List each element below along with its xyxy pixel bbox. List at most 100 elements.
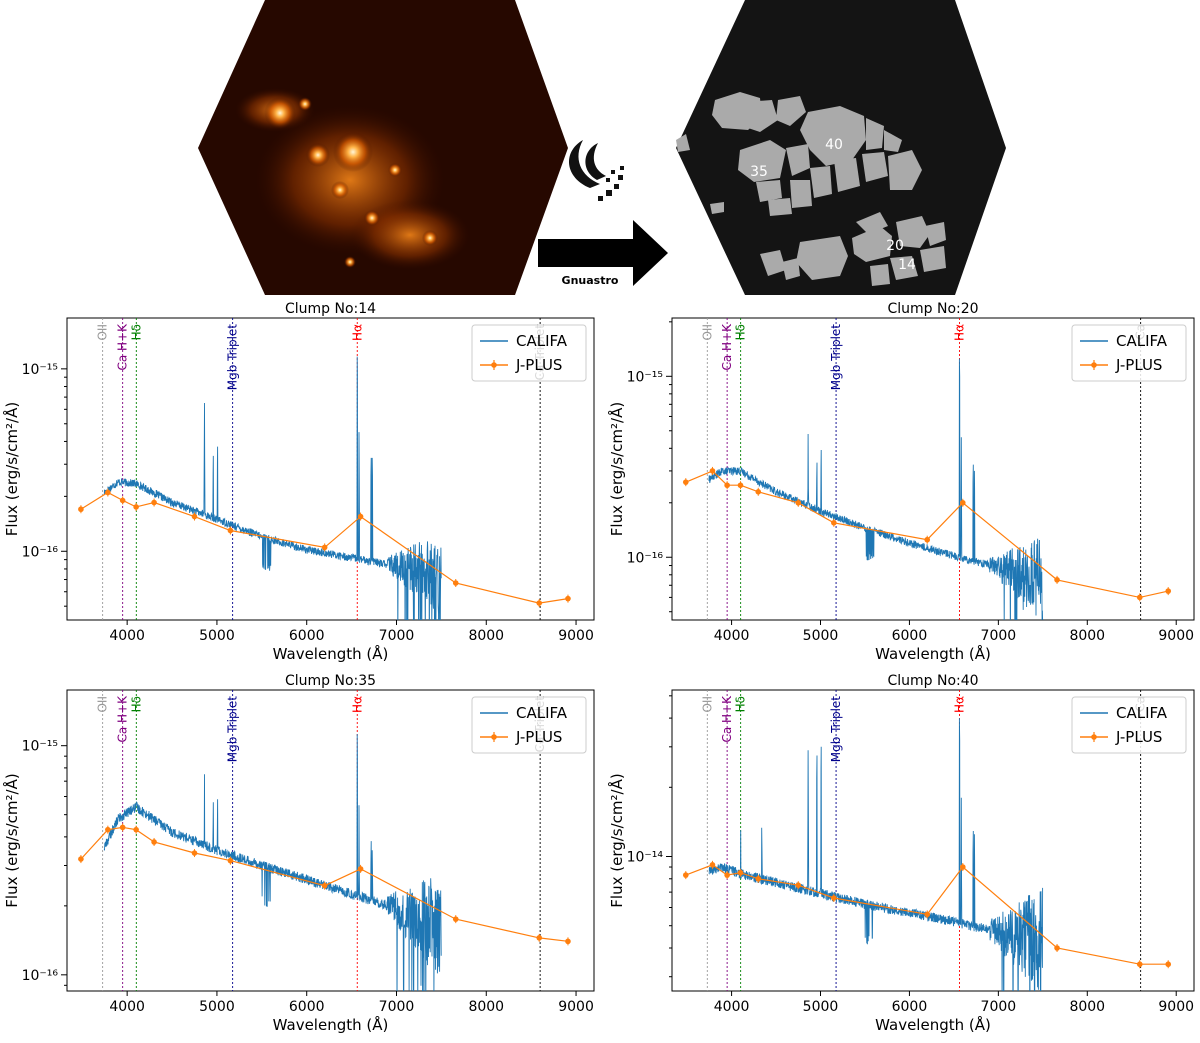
arrow-label: Gnuastro bbox=[562, 274, 619, 287]
jplus-point bbox=[151, 499, 157, 506]
x-axis-label: Wavelength (Å) bbox=[273, 644, 389, 663]
jplus-point bbox=[119, 824, 126, 831]
x-tick-label: 8000 bbox=[468, 628, 504, 644]
x-tick-label: 7000 bbox=[379, 628, 415, 644]
clump-label-20: 20 bbox=[886, 238, 904, 254]
legend-box bbox=[471, 696, 587, 754]
y-axis-label: Flux (erg/s/cm²/Å) bbox=[2, 773, 21, 907]
jplus-point bbox=[755, 875, 762, 882]
line-label-mgb-triplet: Mgb Triplet bbox=[829, 696, 843, 763]
x-tick-label: 9000 bbox=[1158, 999, 1194, 1015]
califa-spectrum-line bbox=[708, 718, 1044, 991]
jplus-point bbox=[737, 869, 744, 876]
jplus-photometry-line bbox=[685, 470, 1169, 599]
jplus-point bbox=[78, 506, 84, 513]
jplus-point bbox=[1165, 961, 1172, 968]
legend-label-califa: CALIFA bbox=[1116, 332, 1168, 350]
galaxy-image bbox=[198, 0, 568, 295]
clump-label-40: 40 bbox=[825, 137, 843, 153]
x-tick-label: 6000 bbox=[289, 628, 325, 644]
line-label-h: Hα bbox=[350, 324, 364, 341]
jplus-point bbox=[78, 856, 84, 862]
x-axis-label: Wavelength (Å) bbox=[875, 644, 991, 663]
x-tick-label: 4000 bbox=[109, 628, 145, 644]
line-label-mgb-triplet: Mgb Triplet bbox=[226, 696, 240, 763]
gnuastro-arrow: Gnuastro bbox=[538, 140, 668, 287]
y-tick-label: 10⁻¹⁶ bbox=[22, 968, 59, 984]
x-tick-label: 5000 bbox=[199, 999, 235, 1015]
line-label-h: Hδ bbox=[129, 696, 143, 712]
jplus-point bbox=[1054, 945, 1060, 951]
line-label-h: Hδ bbox=[129, 324, 143, 340]
jplus-point bbox=[536, 935, 543, 941]
jplus-point bbox=[452, 580, 459, 586]
y-tick-label: 10⁻¹⁶ bbox=[22, 544, 59, 560]
legend: CALIFA J-PLUS bbox=[1071, 324, 1187, 382]
jplus-point bbox=[227, 527, 234, 534]
y-axis-label: Flux (erg/s/cm²/Å) bbox=[607, 402, 626, 536]
jplus-point bbox=[1165, 588, 1172, 594]
line-label-ca-h-k: Ca H+K bbox=[720, 323, 734, 371]
line-label-oii: OII bbox=[96, 696, 110, 713]
legend-label-jplus: J-PLUS bbox=[1115, 728, 1162, 746]
jplus-point bbox=[227, 857, 234, 864]
segmentation-map: 40 35 20 14 bbox=[676, 0, 1006, 295]
x-tick-label: 7000 bbox=[981, 628, 1017, 644]
jplus-point bbox=[357, 866, 364, 872]
line-label-oii: OII bbox=[700, 324, 714, 341]
x-tick-label: 8000 bbox=[468, 999, 504, 1015]
x-tick-label: 9000 bbox=[1158, 628, 1194, 644]
spectrum-chart-clump-35: Clump No:35 4000 5000 6000 7000 8000 9000 10⁻¹⁶… bbox=[2, 673, 595, 1034]
jplus-point bbox=[105, 489, 111, 496]
jplus-point bbox=[831, 520, 837, 526]
y-tick-label: 10⁻¹⁶ bbox=[627, 550, 664, 566]
chart-title: Clump No:40 bbox=[887, 673, 978, 689]
jplus-point bbox=[133, 504, 139, 510]
jplus-point bbox=[151, 839, 157, 845]
jplus-point bbox=[357, 513, 364, 520]
y-axis-label: Flux (erg/s/cm²/Å) bbox=[607, 773, 626, 907]
chart-title: Clump No:20 bbox=[887, 301, 978, 317]
line-label-mgb-triplet: Mgb Triplet bbox=[829, 324, 843, 391]
legend-marker-jplus bbox=[1091, 362, 1097, 368]
legend-label-califa: CALIFA bbox=[516, 704, 568, 722]
jplus-point bbox=[321, 544, 328, 551]
legend-box bbox=[1071, 324, 1187, 382]
legend-box bbox=[1071, 696, 1187, 754]
califa-spectrum-line bbox=[103, 733, 442, 991]
jplus-point bbox=[737, 482, 744, 489]
spectrum-chart-clump-20: Clump No:20 4000 5000 6000 7000 8000 9000 10⁻¹⁶… bbox=[607, 301, 1195, 663]
jplus-point bbox=[709, 862, 716, 868]
chart-title: Clump No:14 bbox=[285, 301, 376, 317]
x-tick-label: 8000 bbox=[1069, 999, 1105, 1015]
x-axis-label: Wavelength (Å) bbox=[875, 1015, 991, 1034]
y-tick-label: 10⁻¹⁵ bbox=[627, 369, 663, 385]
line-label-ca-h-k: Ca H+K bbox=[116, 323, 130, 371]
jplus-point bbox=[452, 916, 459, 922]
x-tick-label: 4000 bbox=[714, 628, 750, 644]
legend-marker-jplus bbox=[491, 734, 497, 740]
legend-label-jplus: J-PLUS bbox=[1115, 356, 1162, 374]
jplus-point bbox=[133, 826, 139, 833]
x-tick-label: 5000 bbox=[803, 628, 839, 644]
line-label-h: Hδ bbox=[734, 696, 748, 712]
jplus-point bbox=[321, 882, 328, 889]
line-label-mgb-triplet: Mgb Triplet bbox=[226, 324, 240, 391]
legend-box bbox=[471, 324, 587, 382]
jplus-point bbox=[119, 497, 126, 504]
jplus-point bbox=[831, 895, 837, 901]
jplus-point bbox=[1136, 594, 1143, 601]
legend-label-jplus: J-PLUS bbox=[515, 728, 562, 746]
jplus-point bbox=[924, 536, 931, 543]
x-tick-label: 6000 bbox=[289, 999, 325, 1015]
jplus-point bbox=[565, 938, 571, 945]
x-tick-label: 9000 bbox=[558, 999, 594, 1015]
jplus-point bbox=[924, 911, 931, 918]
jplus-point bbox=[755, 488, 762, 495]
line-label-ca-h-k: Ca H+K bbox=[720, 695, 734, 743]
legend-label-jplus: J-PLUS bbox=[515, 356, 562, 374]
x-tick-label: 9000 bbox=[558, 628, 594, 644]
jplus-point bbox=[536, 600, 543, 606]
jplus-point bbox=[682, 872, 689, 878]
